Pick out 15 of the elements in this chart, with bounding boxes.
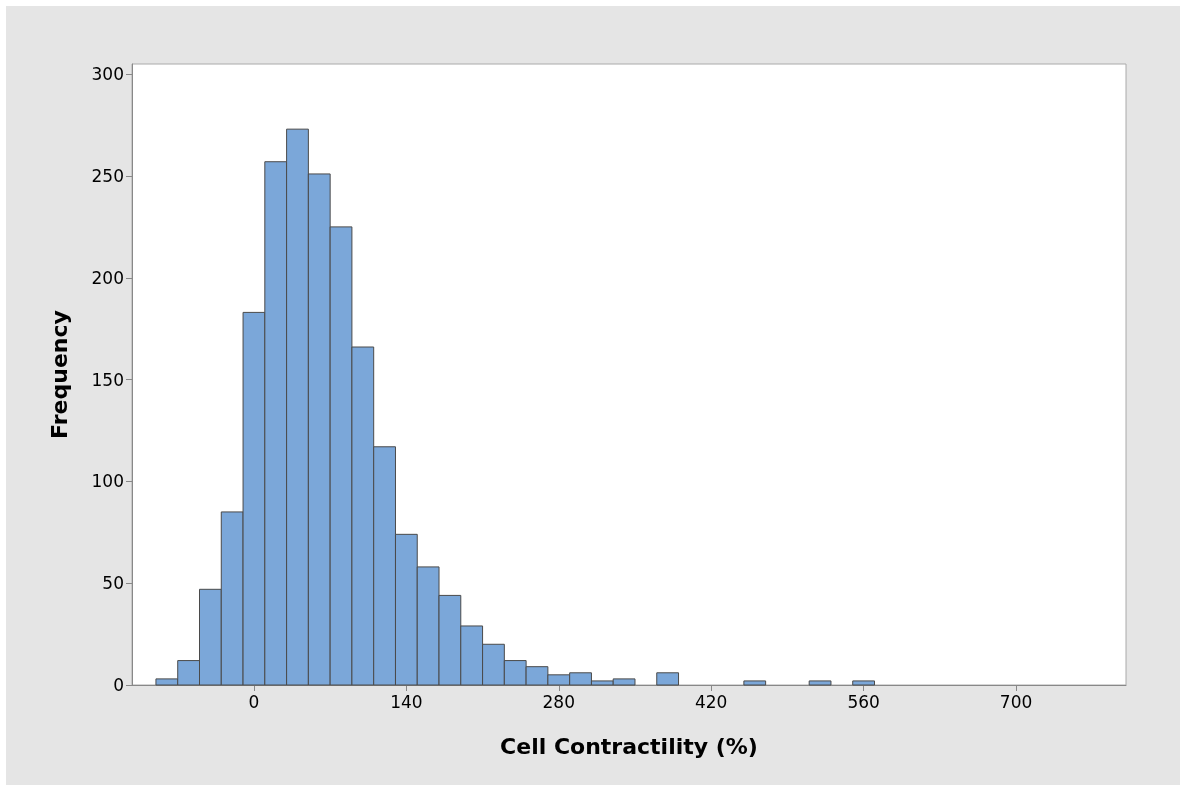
y-tick-label: 300	[91, 64, 124, 85]
y-tick-label: 250	[91, 165, 124, 186]
x-tick-label: 700	[999, 691, 1033, 712]
y-tick-label: 50	[102, 573, 124, 594]
y-axis-title: Frequency	[46, 310, 72, 439]
x-tick-label: 420	[694, 691, 728, 712]
y-tick-label: 0	[113, 675, 124, 695]
y-tick-label: 100	[91, 471, 124, 492]
x-tick-label: 560	[847, 691, 880, 712]
x-tick-label: 280	[542, 691, 575, 712]
y-tick-label: 200	[91, 267, 124, 288]
x-axis-title: Cell Contractility (%)	[500, 733, 758, 759]
y-tick-label: 150	[91, 369, 124, 390]
x-tick-label: 140	[390, 691, 423, 712]
x-tick-label: 0	[248, 691, 260, 712]
